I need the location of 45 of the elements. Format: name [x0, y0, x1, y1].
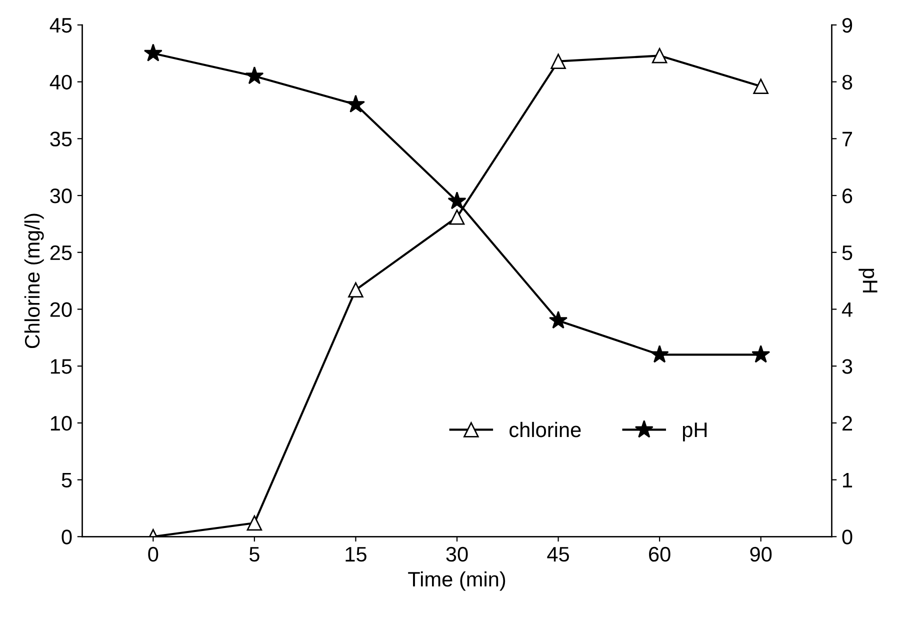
y-tick-label: 10	[50, 416, 72, 431]
x-tick-label: 45	[547, 547, 569, 562]
y-tick-label: 45	[50, 18, 72, 33]
y-tick-label: 25	[50, 245, 72, 260]
x-tick-label: 30	[446, 546, 468, 562]
y2-tick-label: 3	[842, 359, 852, 374]
point	[246, 515, 262, 531]
point	[449, 209, 465, 225]
y2-tick-label: 8	[842, 74, 852, 90]
y2-tick-label: 2	[842, 416, 852, 430]
y2-tick-label: 6	[842, 188, 852, 204]
point	[144, 44, 162, 62]
y2-tick-label: 9	[842, 18, 852, 33]
point	[245, 66, 264, 84]
x-tick-label: 0	[148, 546, 158, 562]
legend-label: pH	[682, 422, 707, 442]
point	[752, 344, 770, 363]
x-tick-label: 15	[346, 547, 366, 562]
y-tick-label: 20	[50, 302, 72, 317]
x-tick-label: 5	[249, 547, 260, 562]
point	[549, 310, 568, 329]
point	[652, 48, 668, 64]
y2-tick-label: 1	[843, 473, 852, 488]
y-axis-title: Chlorine (mg/l)	[24, 214, 44, 348]
point	[346, 94, 365, 113]
y-tick-label: 35	[50, 132, 72, 146]
point	[550, 54, 566, 69]
point	[448, 191, 466, 210]
x-tick-label: 60	[649, 546, 670, 562]
y-tick-label: 15	[50, 359, 72, 374]
y2-tick-label: 7	[842, 132, 852, 146]
y-tick-label: 40	[50, 74, 72, 90]
y2-axis-title: pH	[858, 268, 878, 292]
y-tick-label: 5	[62, 473, 72, 488]
y2-tick-label: 4	[842, 302, 852, 317]
y-tick-label: 0	[62, 530, 72, 544]
y2-tick-label: 5	[842, 246, 852, 260]
point	[753, 78, 768, 94]
point	[348, 282, 364, 298]
x-tick-label: 90	[750, 546, 772, 562]
y-tick-label: 30	[50, 188, 72, 204]
point	[650, 344, 669, 363]
y2-tick-label: 0	[842, 530, 852, 544]
legend-label: chlorine	[510, 422, 581, 438]
x-axis-title: Time (min)	[408, 571, 506, 591]
